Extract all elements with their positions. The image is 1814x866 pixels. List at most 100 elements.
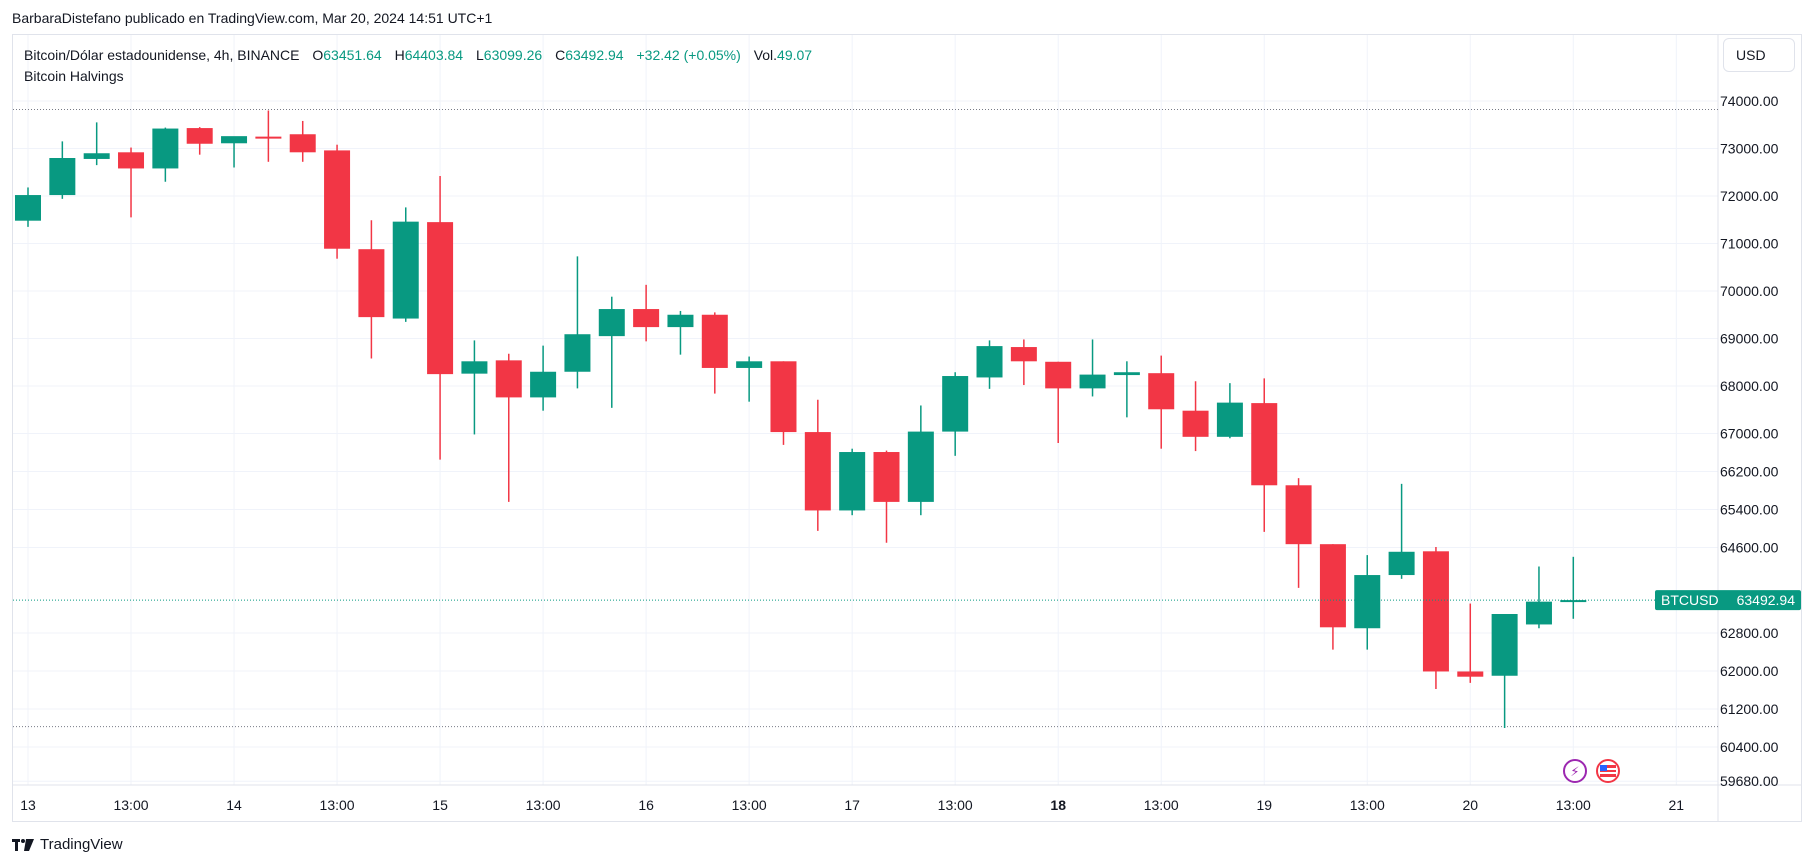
candle[interactable] — [942, 372, 969, 456]
time-tick-label: 13:00 — [526, 797, 561, 813]
date-tick-label: 16 — [638, 797, 654, 813]
candle[interactable] — [1388, 483, 1415, 579]
candle[interactable] — [221, 136, 248, 168]
candle-body-up — [461, 361, 488, 374]
candle[interactable] — [289, 120, 316, 162]
candle[interactable] — [1354, 555, 1381, 650]
candle[interactable] — [1079, 339, 1106, 397]
candle-body-up — [564, 334, 591, 372]
candle[interactable] — [15, 187, 41, 227]
candle[interactable] — [1285, 478, 1312, 588]
candle-body-up — [942, 376, 969, 432]
candle[interactable] — [1148, 355, 1175, 449]
flag-stripe-white — [1600, 772, 1616, 774]
candle[interactable] — [495, 353, 522, 502]
candle[interactable] — [83, 122, 110, 166]
date-tick-label: 19 — [1256, 797, 1272, 813]
tradingview-brand[interactable]: TradingView — [12, 836, 123, 853]
candle[interactable] — [1010, 339, 1037, 386]
candle-body-down — [1457, 671, 1484, 677]
lightning-event-icon[interactable] — [1563, 759, 1587, 783]
candle-body-down — [1045, 361, 1072, 389]
candle[interactable] — [1113, 361, 1140, 418]
candle[interactable] — [839, 448, 866, 516]
candle[interactable] — [392, 207, 419, 322]
candle[interactable] — [1560, 556, 1587, 619]
lightning-glyph: ⚡ — [1570, 765, 1579, 780]
candle-body-down — [1285, 485, 1312, 545]
currency-button[interactable]: USD — [1723, 38, 1795, 72]
date-tick-label: 14 — [226, 797, 242, 813]
candle-body-down — [1422, 551, 1449, 672]
candle[interactable] — [1182, 381, 1209, 452]
candle[interactable] — [427, 176, 454, 460]
high-value: 64403.84 — [404, 47, 464, 63]
candle-body-down — [1182, 410, 1209, 437]
time-axis: 13 13:00 14 13:00 15 13:00 16 13:00 17 13:00 18 13:… — [20, 797, 1684, 813]
candle-body-down — [118, 152, 145, 169]
candle[interactable] — [976, 340, 1003, 389]
time-tick-label: 13:00 — [1556, 797, 1591, 813]
candle[interactable] — [1422, 547, 1449, 690]
candle-body-up — [1560, 600, 1587, 603]
candle[interactable] — [633, 284, 660, 342]
candle[interactable] — [49, 141, 76, 199]
candle[interactable] — [564, 256, 591, 389]
candle[interactable] — [530, 345, 557, 411]
candle[interactable] — [667, 310, 694, 355]
candle[interactable] — [598, 296, 625, 408]
price-tick-label: 65400.00 — [1720, 502, 1779, 518]
candle-body-down — [495, 360, 522, 398]
chart-frame — [12, 34, 1802, 822]
candle-body-up — [1216, 402, 1243, 437]
indicator-label[interactable]: Bitcoin Halvings — [24, 68, 124, 84]
publisher-line: BarbaraDistefano publicado en TradingVie… — [12, 10, 493, 26]
indicator-row[interactable]: Bitcoin Halvings — [24, 66, 812, 87]
candle[interactable] — [804, 399, 831, 531]
candle[interactable] — [1216, 383, 1243, 439]
candles — [15, 110, 1587, 728]
price-tick-label: 69000.00 — [1720, 331, 1779, 347]
candle[interactable] — [1251, 378, 1278, 532]
candle-body-up — [83, 153, 110, 159]
grid-lines — [13, 35, 1802, 822]
candle-body-down — [358, 249, 385, 318]
candle[interactable] — [770, 361, 797, 445]
candle[interactable] — [118, 147, 145, 218]
date-tick-label: 17 — [844, 797, 860, 813]
candle-body-up — [392, 221, 419, 319]
time-tick-label: 13:00 — [113, 797, 148, 813]
date-tick-label: 18 — [1050, 797, 1066, 813]
candle[interactable] — [701, 312, 728, 394]
candle[interactable] — [1045, 361, 1072, 443]
candle[interactable] — [255, 110, 282, 162]
price-tick-label: 72000.00 — [1720, 188, 1779, 204]
candle-body-down — [1010, 347, 1037, 362]
candle[interactable] — [736, 356, 763, 402]
symbol-label: Bitcoin/Dólar estadounidense, 4h, BINANC… — [24, 47, 300, 63]
chart-legend: Bitcoin/Dólar estadounidense, 4h, BINANC… — [24, 45, 812, 87]
candle[interactable] — [186, 127, 213, 155]
low-value: 63099.26 — [483, 47, 543, 63]
candle-body-down — [324, 150, 351, 249]
last-price-badge-bg — [1655, 590, 1801, 611]
low-label: L — [475, 47, 484, 63]
time-tick-label: 13:00 — [938, 797, 973, 813]
candle[interactable] — [907, 405, 934, 516]
candle-body-up — [667, 314, 694, 328]
candle[interactable] — [1525, 566, 1552, 629]
candle[interactable] — [1491, 614, 1518, 728]
date-tick-label: 15 — [432, 797, 448, 813]
candle[interactable] — [152, 127, 179, 182]
candle[interactable] — [461, 340, 488, 435]
candle[interactable] — [324, 144, 351, 259]
candle-body-up — [1388, 551, 1415, 576]
candle[interactable] — [1457, 603, 1484, 683]
candle[interactable] — [873, 450, 900, 543]
candle[interactable] — [1319, 544, 1346, 650]
candle-body-up — [1079, 374, 1106, 389]
candle-body-up — [49, 158, 76, 196]
last-price-value: 63492.94 — [1737, 592, 1796, 608]
candle[interactable] — [358, 220, 385, 359]
